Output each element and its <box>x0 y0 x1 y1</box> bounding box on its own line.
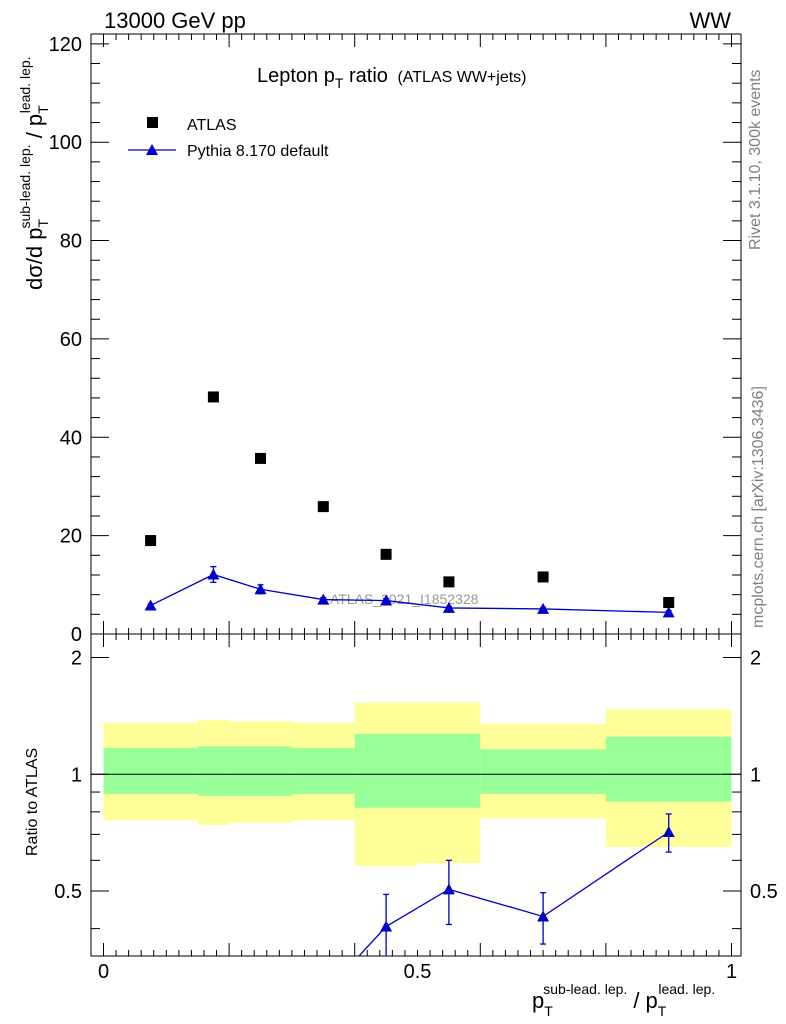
ratio-pythia-point <box>442 883 455 895</box>
main-y-tick-label: 120 <box>49 34 82 56</box>
plot-title: Lepton pT ratio (ATLAS WW+jets) <box>257 65 527 91</box>
atlas-data-point <box>145 535 157 547</box>
main-y-axis-label: dσ/d pTsub-lead. lep. / pTlead. lep. <box>17 56 51 290</box>
legend-atlas-marker <box>147 117 158 128</box>
atlas-data-point <box>663 597 675 609</box>
title-subscript: T <box>335 75 344 91</box>
main-y-tick-label: 80 <box>60 231 82 253</box>
atlas-data-point <box>443 576 455 588</box>
atlas-data-point <box>255 452 266 464</box>
main-y-tick-label: 60 <box>60 329 82 351</box>
analysis-watermark: ATLAS_2021_I1852328 <box>330 591 479 607</box>
rivet-label: Rivet 3.1.10, 300k events <box>747 69 764 250</box>
stat-uncertainty-band <box>229 746 292 796</box>
stat-uncertainty-band <box>103 747 198 794</box>
x-tick-label: 1 <box>726 961 737 983</box>
header-left: 13000 GeV pp <box>104 8 246 33</box>
pythia-data-point <box>662 606 675 618</box>
ratio-y-tick-label: 2 <box>71 648 82 670</box>
stat-uncertainty-band <box>354 734 418 808</box>
pythia-data-point <box>207 568 220 580</box>
x-tick-label: 0.5 <box>404 961 432 983</box>
main-y-tick-label: 0 <box>71 624 82 646</box>
ratio-y-axis-label: Ratio to ATLAS <box>24 748 41 856</box>
legend-pythia-marker <box>146 144 158 155</box>
atlas-data-point <box>380 548 392 560</box>
legend-atlas-label: ATLAS <box>187 117 237 134</box>
legend: ATLAS Pythia 8.170 default <box>128 117 329 160</box>
main-series <box>144 391 675 618</box>
ratio-pythia-point <box>255 998 267 1009</box>
atlas-data-point <box>317 501 329 513</box>
main-y-tick-label: 20 <box>60 526 82 548</box>
ratio-pythia-point <box>145 968 157 979</box>
main-y-tick-label: 40 <box>60 427 82 449</box>
pythia-data-point <box>537 602 550 614</box>
stat-uncertainty-band <box>417 734 481 808</box>
x-axis-label: pTsub-lead. lep. / pTlead. lep. <box>532 981 715 1019</box>
ratio-y-tick-label: 0.5 <box>54 881 82 903</box>
pythia-data-point <box>317 593 330 605</box>
ratio-plot-frame <box>90 633 742 957</box>
pythia-data-point <box>144 599 157 611</box>
stat-uncertainty-band <box>197 746 230 796</box>
ratio-pythia-point <box>317 989 329 1000</box>
ratio-y-tick-label-right: 1 <box>750 764 761 786</box>
ratio-pythia-point <box>380 920 393 932</box>
pythia-data-point <box>254 583 267 595</box>
axis-ticks <box>91 34 741 956</box>
ratio-y-tick-label: 1 <box>71 764 82 786</box>
pythia-data-point <box>442 601 455 613</box>
stat-uncertainty-band <box>291 747 355 794</box>
ratio-y-tick-label-right: 0.5 <box>750 881 778 903</box>
x-tick-label: 0 <box>98 961 109 983</box>
title-small: (ATLAS WW+jets) <box>397 69 526 86</box>
pythia-line <box>150 573 669 614</box>
ratio-pythia-point <box>207 1001 219 1012</box>
axis-tick-labels: 0 0.5 1 0 20 40 60 80 100 120 0.5 0.5 1 1 2 2 <box>49 34 778 983</box>
ratio-pythia-series <box>145 813 675 1012</box>
ratio-bands <box>103 702 732 867</box>
pythia-data-point <box>380 594 393 606</box>
atlas-data-point <box>537 571 549 583</box>
stat-uncertainty-band <box>480 749 606 794</box>
legend-pythia-label: Pythia 8.170 default <box>187 143 329 160</box>
mcplots-label: mcplots.cern.ch [arXiv:1306.3436] <box>750 386 767 628</box>
atlas-data-point <box>207 391 219 403</box>
main-y-tick-label: 100 <box>49 132 82 154</box>
stat-uncertainty-band <box>605 736 732 802</box>
ratio-y-tick-label-right: 2 <box>750 648 761 670</box>
ratio-pythia-point <box>537 910 550 922</box>
ratio-pythia-point <box>662 825 675 837</box>
header-right: WW <box>689 8 731 33</box>
ratio-pythia-line <box>358 831 670 956</box>
